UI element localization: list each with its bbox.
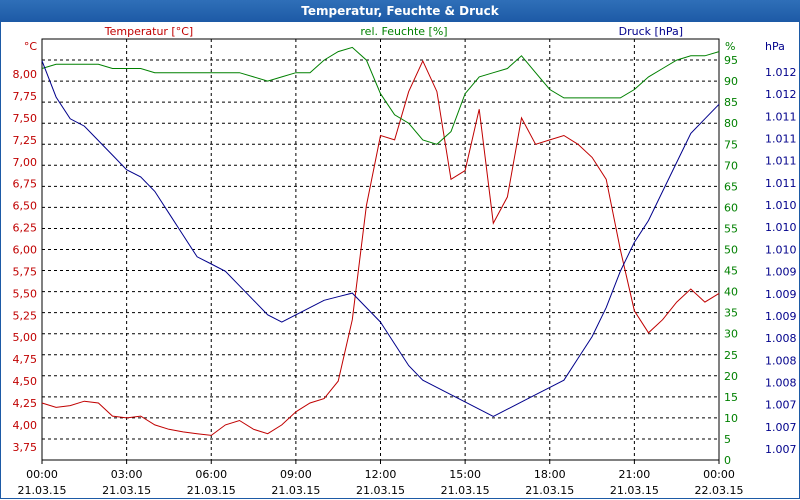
temperature-unit: °C [24,40,38,53]
x-tick-time: 15:00 [449,468,481,481]
humidity-tick-label: 25 [724,349,738,362]
pressure-tick-label: 1.007 [765,443,797,456]
temperature-tick-label: 6,50 [13,200,38,213]
temperature-tick-label: 4,00 [13,419,38,432]
pressure-tick-label: 1.009 [765,266,797,279]
series-line-humidity [41,46,720,145]
humidity-tick-label: 50 [724,244,738,257]
pressure-tick-label: 1.009 [765,288,797,301]
pressure-axis-label: Druck [hPa] [619,25,683,38]
humidity-tick-label: 0 [724,454,731,467]
x-tick-date: 21.03.15 [441,484,490,497]
temperature-tick-label: 7,00 [13,156,38,169]
temperature-tick-label: 5,25 [13,309,38,322]
humidity-tick-label: 65 [724,180,738,193]
chart-frame: 00:00 21.03.15 03:00 21.03.15 06:00 21.03.15 0… [0,22,800,499]
pressure-tick-label: 1.011 [765,133,797,146]
window-title: Temperatur, Feuchte & Druck [301,4,499,18]
x-tick-date: 21.03.15 [356,484,405,497]
x-tick-date: 22.03.15 [695,484,744,497]
humidity-tick-label: 35 [724,307,738,320]
pressure-unit: hPa [765,40,785,53]
x-tick-date: 21.03.15 [525,484,574,497]
humidity-tick-label: 55 [724,222,738,235]
pressure-tick-label: 1.010 [765,221,797,234]
x-tick-date: 21.03.15 [187,484,236,497]
temperature-tick-label: 4,50 [13,375,38,388]
temperature-tick-label: 7,75 [13,90,38,103]
temperature-tick-label: 7,50 [13,112,38,125]
temperature-tick-label: 5,75 [13,265,38,278]
series-line-temperature [41,59,720,436]
humidity-tick-label: 40 [724,286,738,299]
pressure-tick-label: 1.010 [765,199,797,212]
x-tick-time: 00:00 [703,468,735,481]
pressure-tick-label: 1.008 [765,332,797,345]
humidity-tick-label: 10 [724,412,738,425]
temperature-tick-label: 4,25 [13,397,38,410]
chart-svg: 00:00 21.03.15 03:00 21.03.15 06:00 21.03.15 0… [13,25,797,497]
temperature-tick-label: 3,75 [13,441,38,454]
pressure-tick-label: 1.008 [765,376,797,389]
x-tick-time: 00:00 [26,468,58,481]
humidity-tick-label: 30 [724,328,738,341]
humidity-tick-label: 70 [724,159,738,172]
x-tick-time: 06:00 [195,468,227,481]
pressure-tick-label: 1.007 [765,399,797,412]
pressure-tick-label: 1.007 [765,421,797,434]
pressure-tick-label: 1.011 [765,177,797,190]
temperature-tick-label: 5,00 [13,331,38,344]
x-tick-time: 03:00 [111,468,143,481]
humidity-unit: % [725,40,735,53]
pressure-tick-label: 1.010 [765,243,797,256]
x-tick-date: 21.03.15 [102,484,151,497]
humidity-tick-label: 20 [724,370,738,383]
temperature-tick-label: 6,75 [13,178,38,191]
humidity-axis-label: rel. Feuchte [%] [360,25,447,38]
x-tick-time: 21:00 [619,468,651,481]
series-line-pressure [41,60,720,417]
humidity-tick-label: 15 [724,391,738,404]
x-tick-date: 21.03.15 [271,484,320,497]
pressure-tick-label: 1.011 [765,155,797,168]
x-tick-time: 12:00 [365,468,397,481]
humidity-tick-label: 5 [724,433,731,446]
x-tick-time: 18:00 [534,468,566,481]
pressure-tick-label: 1.008 [765,354,797,367]
window-title-bar: Temperatur, Feuchte & Druck [0,0,800,22]
temperature-tick-label: 4,75 [13,353,38,366]
humidity-tick-label: 60 [724,201,738,214]
temperature-tick-label: 6,25 [13,222,38,235]
x-tick-date: 21.03.15 [610,484,659,497]
humidity-tick-label: 90 [724,75,738,88]
pressure-tick-label: 1.011 [765,110,797,123]
temperature-tick-label: 5,50 [13,287,38,300]
temperature-axis-label: Temperatur [°C] [104,25,193,38]
humidity-tick-label: 95 [724,54,738,67]
temperature-tick-label: 6,00 [13,244,38,257]
humidity-tick-label: 75 [724,138,738,151]
pressure-tick-label: 1.012 [765,88,797,101]
x-tick-time: 09:00 [280,468,312,481]
humidity-tick-label: 80 [724,117,738,130]
x-tick-date: 21.03.15 [18,484,67,497]
temperature-tick-label: 7,25 [13,134,38,147]
humidity-tick-label: 45 [724,265,738,278]
pressure-tick-label: 1.009 [765,310,797,323]
pressure-tick-label: 1.012 [765,66,797,79]
humidity-tick-label: 85 [724,96,738,109]
temperature-tick-label: 8,00 [13,68,38,81]
